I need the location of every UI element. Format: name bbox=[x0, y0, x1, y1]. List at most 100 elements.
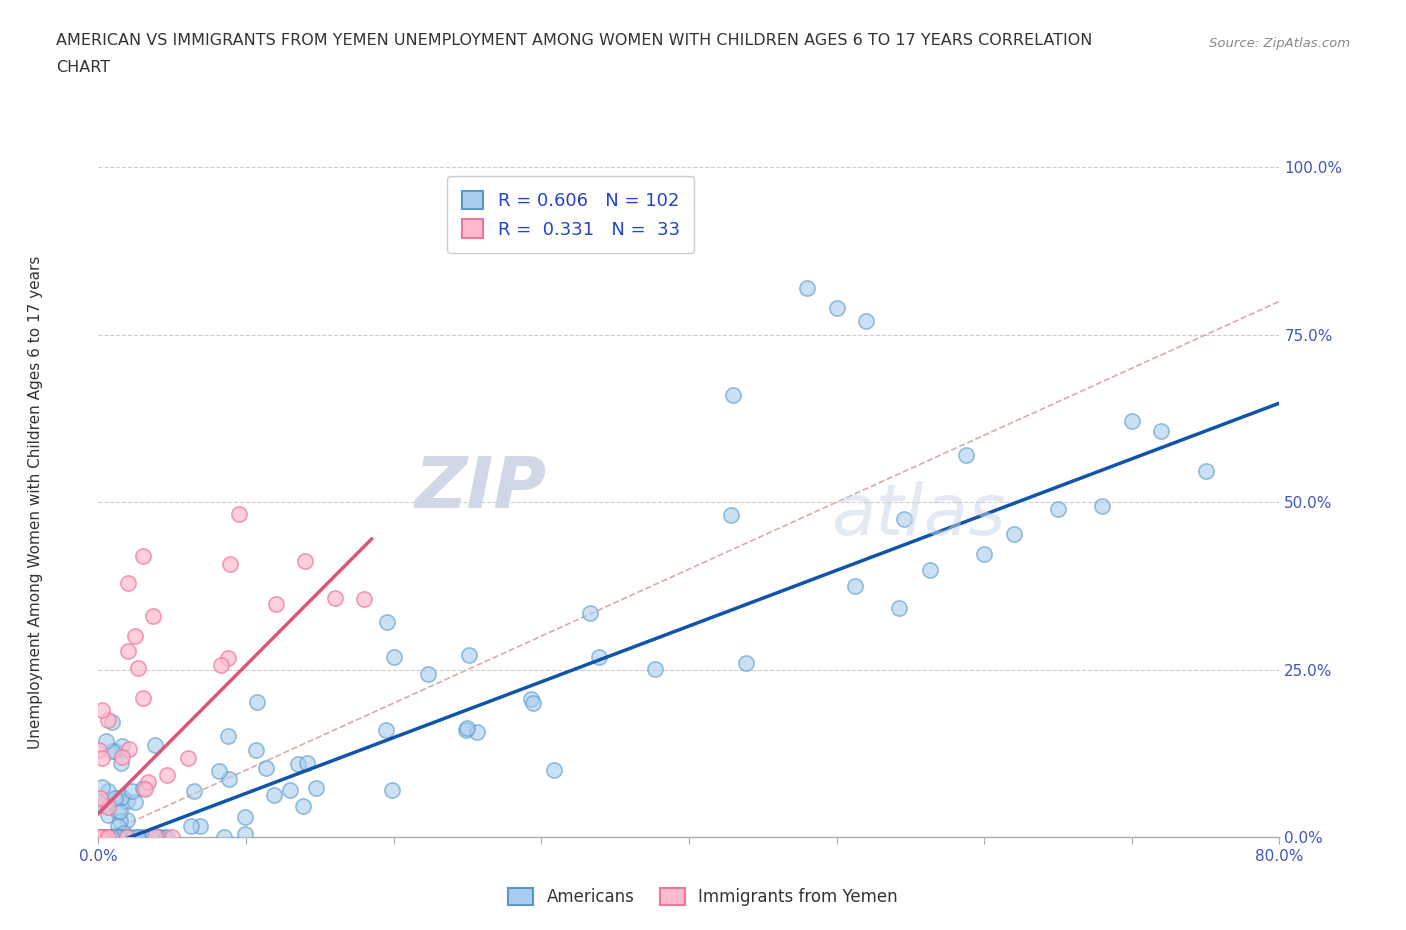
Point bbox=[89, 830, 111, 844]
Point bbox=[148, 830, 170, 844]
Point bbox=[323, 591, 346, 605]
Point bbox=[918, 563, 941, 578]
Point bbox=[115, 813, 138, 828]
Point bbox=[107, 830, 129, 844]
Point bbox=[90, 830, 112, 844]
Point bbox=[117, 830, 139, 844]
Point bbox=[183, 783, 205, 798]
Point bbox=[105, 828, 128, 843]
Point bbox=[108, 804, 131, 818]
Point bbox=[111, 738, 134, 753]
Point bbox=[93, 798, 115, 813]
Point bbox=[107, 790, 129, 805]
Text: CHART: CHART bbox=[56, 60, 110, 75]
Point bbox=[111, 750, 134, 764]
Point bbox=[124, 794, 146, 809]
Point bbox=[117, 575, 139, 590]
Point bbox=[305, 781, 328, 796]
Point bbox=[96, 830, 118, 844]
Point bbox=[134, 781, 156, 796]
Text: atlas: atlas bbox=[831, 481, 1005, 550]
Point bbox=[127, 660, 149, 675]
Point bbox=[233, 809, 256, 824]
Point bbox=[522, 696, 544, 711]
Text: Source: ZipAtlas.com: Source: ZipAtlas.com bbox=[1209, 37, 1350, 50]
Point bbox=[131, 830, 153, 844]
Point bbox=[254, 761, 277, 776]
Point bbox=[87, 743, 110, 758]
Point bbox=[264, 597, 287, 612]
Point bbox=[100, 830, 122, 844]
Point bbox=[217, 651, 239, 666]
Point bbox=[156, 768, 179, 783]
Text: ZIP: ZIP bbox=[415, 455, 547, 524]
Point bbox=[141, 830, 163, 844]
Point bbox=[721, 388, 744, 403]
Point bbox=[94, 733, 117, 748]
Point bbox=[97, 784, 120, 799]
Point bbox=[89, 795, 111, 810]
Point bbox=[90, 830, 112, 844]
Point bbox=[893, 512, 915, 526]
Point bbox=[121, 784, 143, 799]
Point bbox=[132, 549, 155, 564]
Point bbox=[218, 557, 240, 572]
Point bbox=[1046, 501, 1069, 516]
Point bbox=[519, 692, 541, 707]
Point bbox=[734, 656, 756, 671]
Point bbox=[132, 690, 155, 705]
Point bbox=[209, 658, 232, 672]
Point bbox=[107, 830, 129, 844]
Text: AMERICAN VS IMMIGRANTS FROM YEMEN UNEMPLOYMENT AMONG WOMEN WITH CHILDREN AGES 6 : AMERICAN VS IMMIGRANTS FROM YEMEN UNEMPL… bbox=[56, 33, 1092, 47]
Point bbox=[127, 830, 149, 844]
Point bbox=[1091, 498, 1114, 513]
Point bbox=[143, 829, 166, 844]
Point bbox=[278, 782, 301, 797]
Point bbox=[855, 314, 877, 329]
Point bbox=[292, 799, 315, 814]
Point bbox=[111, 790, 134, 804]
Point bbox=[136, 775, 159, 790]
Point bbox=[153, 830, 176, 844]
Point bbox=[1150, 424, 1173, 439]
Point bbox=[97, 830, 120, 844]
Point bbox=[90, 751, 112, 765]
Point bbox=[188, 818, 211, 833]
Point bbox=[111, 830, 134, 844]
Point bbox=[139, 830, 162, 844]
Point bbox=[87, 830, 110, 844]
Point bbox=[87, 830, 110, 844]
Point bbox=[108, 830, 131, 844]
Point bbox=[353, 591, 375, 606]
Point bbox=[117, 644, 139, 658]
Point bbox=[101, 743, 124, 758]
Point bbox=[127, 830, 149, 844]
Point bbox=[955, 447, 977, 462]
Point bbox=[457, 648, 479, 663]
Point bbox=[110, 755, 132, 770]
Point bbox=[384, 649, 406, 664]
Point bbox=[122, 830, 145, 844]
Point bbox=[588, 650, 610, 665]
Point bbox=[825, 300, 848, 315]
Point bbox=[105, 830, 128, 844]
Point bbox=[143, 737, 166, 752]
Point bbox=[245, 743, 267, 758]
Point bbox=[97, 807, 120, 822]
Legend: R = 0.606   N = 102, R =  0.331   N =  33: R = 0.606 N = 102, R = 0.331 N = 33 bbox=[447, 177, 695, 253]
Point bbox=[263, 788, 285, 803]
Point bbox=[142, 608, 165, 623]
Point bbox=[1002, 526, 1025, 541]
Point bbox=[100, 714, 122, 729]
Point bbox=[107, 818, 129, 833]
Point bbox=[97, 799, 120, 814]
Point bbox=[156, 830, 179, 844]
Point bbox=[295, 756, 318, 771]
Point bbox=[212, 830, 235, 844]
Point bbox=[287, 757, 309, 772]
Point bbox=[93, 830, 115, 844]
Point bbox=[110, 814, 132, 829]
Point bbox=[887, 601, 910, 616]
Point bbox=[132, 781, 155, 796]
Point bbox=[465, 724, 488, 739]
